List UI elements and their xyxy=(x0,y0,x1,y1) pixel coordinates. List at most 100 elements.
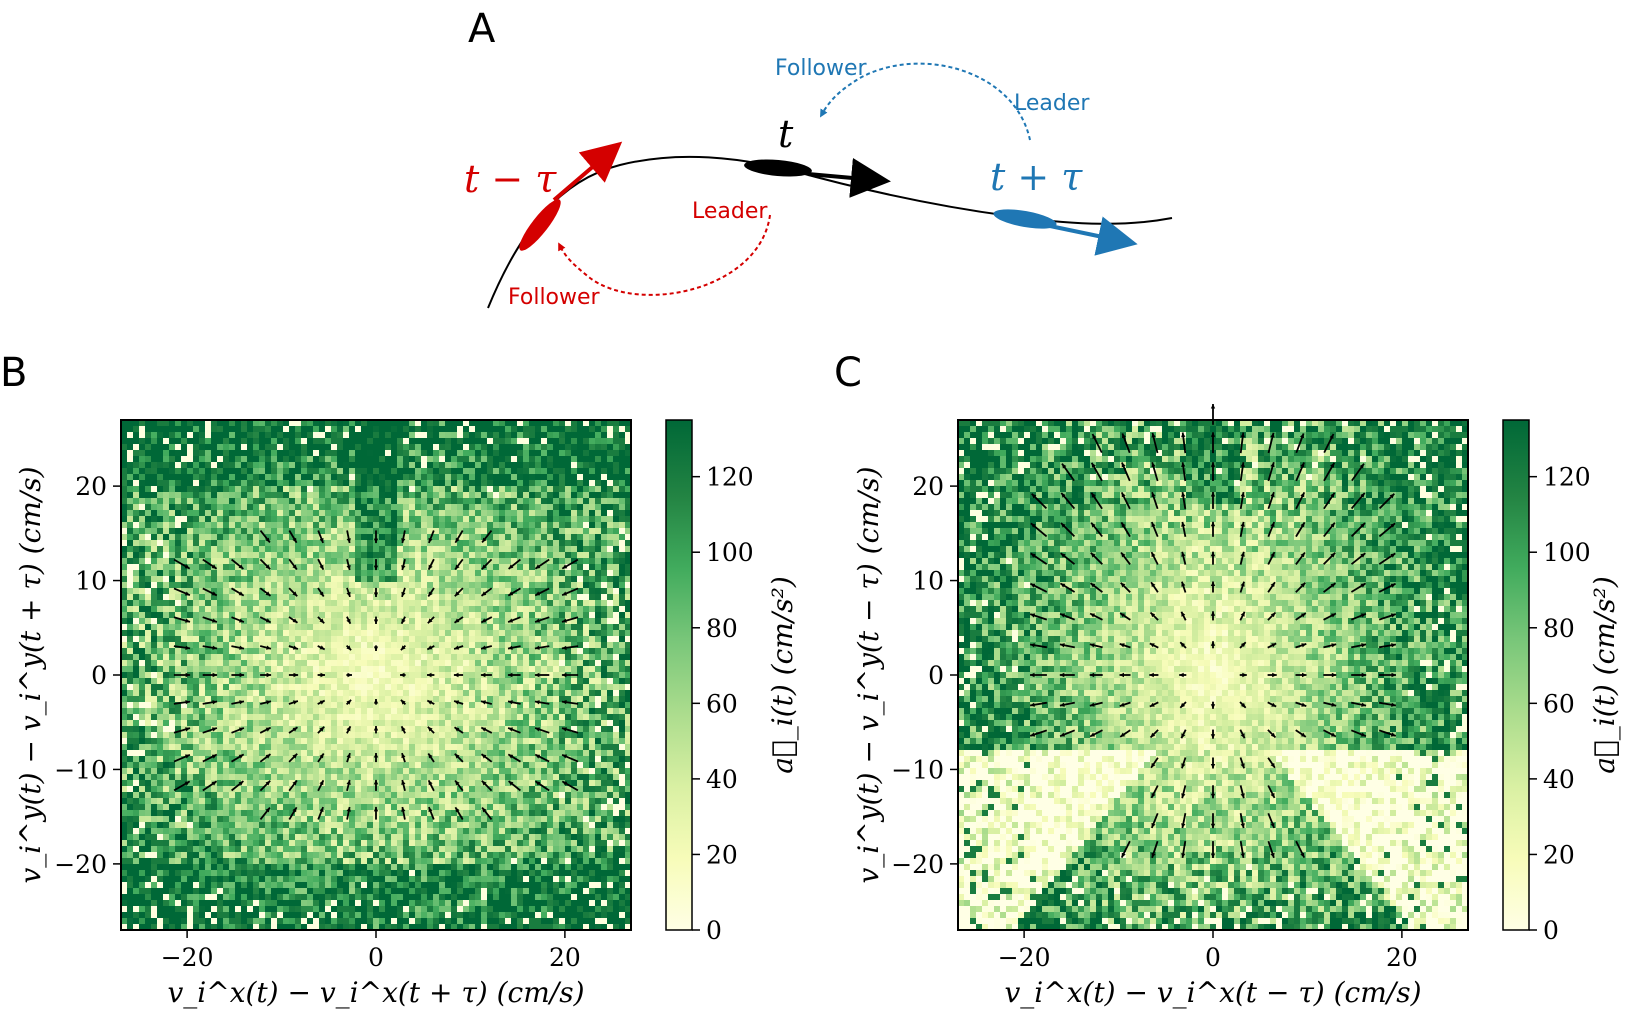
heatmap-cell xyxy=(547,684,553,690)
heatmap-cell xyxy=(397,486,403,492)
heatmap-cell xyxy=(307,678,313,684)
heatmap-cell xyxy=(547,498,553,504)
heatmap-cell xyxy=(283,756,289,762)
heatmap-cell xyxy=(139,510,145,516)
heatmap-cell xyxy=(247,528,253,534)
heatmap-cell xyxy=(277,768,283,774)
heatmap-cell xyxy=(481,528,487,534)
heatmap-cell xyxy=(337,600,343,606)
heatmap-cell xyxy=(283,762,289,768)
heatmap-cell xyxy=(511,546,517,552)
heatmap-cell xyxy=(565,522,571,528)
heatmap-cell xyxy=(193,648,199,654)
heatmap-cell xyxy=(505,468,511,474)
heatmap-cell xyxy=(475,696,481,702)
heatmap-cell xyxy=(145,768,151,774)
heatmap-cell xyxy=(343,498,349,504)
heatmap-cell xyxy=(505,744,511,750)
heatmap-cell xyxy=(175,714,181,720)
heatmap-cell xyxy=(601,624,607,630)
heatmap-cell xyxy=(325,570,331,576)
heatmap-cell xyxy=(175,498,181,504)
heatmap-cell xyxy=(331,462,337,468)
heatmap-cell xyxy=(529,474,535,480)
heatmap-cell xyxy=(589,516,595,522)
heatmap-cell xyxy=(403,522,409,528)
heatmap-cell xyxy=(367,576,373,582)
heatmap-cell xyxy=(619,732,625,738)
heatmap-cell xyxy=(541,426,547,432)
heatmap-cell xyxy=(145,432,151,438)
heatmap-cell xyxy=(439,504,445,510)
heatmap-cell xyxy=(247,618,253,624)
heatmap-cell xyxy=(211,450,217,456)
heatmap-cell xyxy=(145,708,151,714)
heatmap-cell xyxy=(301,498,307,504)
heatmap-cell xyxy=(571,744,577,750)
heatmap-cell xyxy=(283,594,289,600)
heatmap-cell xyxy=(457,678,463,684)
heatmap-cell xyxy=(469,684,475,690)
heatmap-cell xyxy=(595,516,601,522)
heatmap-cell xyxy=(457,552,463,558)
heatmap-cell xyxy=(565,450,571,456)
heatmap-cell xyxy=(193,522,199,528)
heatmap-cell xyxy=(565,630,571,636)
heatmap-cell xyxy=(469,720,475,726)
heatmap-cell xyxy=(391,576,397,582)
heatmap-cell xyxy=(415,558,421,564)
heatmap-cell xyxy=(499,642,505,648)
heatmap-cell xyxy=(157,690,163,696)
heatmap-cell xyxy=(613,726,619,732)
heatmap-cell xyxy=(265,678,271,684)
heatmap-cell xyxy=(157,600,163,606)
heatmap-cell xyxy=(211,678,217,684)
heatmap-cell xyxy=(295,654,301,660)
heatmap-cell xyxy=(517,738,523,744)
heatmap-cell xyxy=(349,660,355,666)
heatmap-cell xyxy=(289,624,295,630)
heatmap-cell xyxy=(481,714,487,720)
heatmap-cell xyxy=(181,768,187,774)
heatmap-cell xyxy=(241,528,247,534)
heatmap-cell xyxy=(283,678,289,684)
heatmap-cell xyxy=(577,450,583,456)
heatmap-cell xyxy=(349,714,355,720)
heatmap-cell xyxy=(565,426,571,432)
label-blue-follower: Follower xyxy=(775,56,868,81)
heatmap-cell xyxy=(151,546,157,552)
heatmap-cell xyxy=(241,624,247,630)
heatmap-cell xyxy=(355,756,361,762)
heatmap-cell xyxy=(445,456,451,462)
heatmap-cell xyxy=(535,660,541,666)
heatmap-cell xyxy=(541,696,547,702)
heatmap-cell xyxy=(133,552,139,558)
heatmap-cell xyxy=(379,426,385,432)
heatmap-cell xyxy=(565,462,571,468)
heatmap-cell xyxy=(271,486,277,492)
heatmap-cell xyxy=(313,738,319,744)
heatmap-cell xyxy=(229,474,235,480)
heatmap-cell xyxy=(583,624,589,630)
heatmap-cell xyxy=(277,684,283,690)
heatmap-cell xyxy=(433,474,439,480)
heatmap-cell xyxy=(481,522,487,528)
heatmap-cell xyxy=(415,642,421,648)
heatmap-cell xyxy=(259,660,265,666)
heatmap-cell xyxy=(301,564,307,570)
heatmap-cell xyxy=(361,618,367,624)
heatmap-cell xyxy=(295,738,301,744)
heatmap-cell xyxy=(457,450,463,456)
heatmap-cell xyxy=(391,456,397,462)
heatmap-cell xyxy=(325,702,331,708)
heatmap-cell xyxy=(325,600,331,606)
heatmap-cell xyxy=(385,624,391,630)
heatmap-cell xyxy=(565,666,571,672)
heatmap-cell xyxy=(523,738,529,744)
heatmap-cell xyxy=(331,768,337,774)
heatmap-cell xyxy=(397,738,403,744)
heatmap-cell xyxy=(559,576,565,582)
heatmap-cell xyxy=(601,576,607,582)
heatmap-cell xyxy=(577,546,583,552)
heatmap-cell xyxy=(193,624,199,630)
